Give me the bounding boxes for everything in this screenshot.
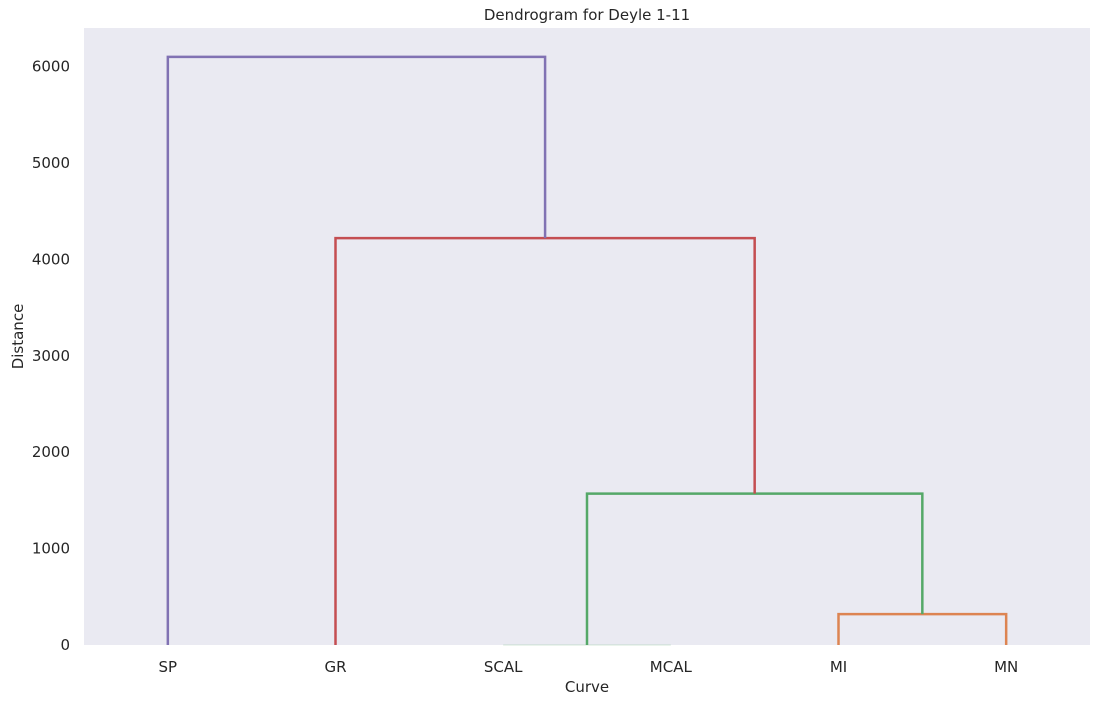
x-tick-label: MCAL bbox=[650, 658, 693, 676]
x-tick-label: SCAL bbox=[484, 658, 523, 676]
x-tick-label: SP bbox=[159, 658, 178, 676]
y-tick-label: 0 bbox=[60, 636, 70, 654]
dendrogram-links bbox=[166, 55, 1008, 646]
x-tick-label: MI bbox=[830, 658, 847, 676]
x-tick-label: GR bbox=[324, 658, 346, 676]
y-tick-label: 1000 bbox=[32, 540, 70, 558]
y-tick-label: 6000 bbox=[32, 58, 70, 76]
y-tick-label: 4000 bbox=[32, 250, 70, 268]
y-tick-label: 2000 bbox=[32, 443, 70, 461]
dendrogram-link-gr-scal-mcal-mi-mn bbox=[334, 236, 756, 645]
x-tick-label: MN bbox=[994, 658, 1018, 676]
x-axis-label: Curve bbox=[565, 678, 609, 696]
y-tick-label: 5000 bbox=[32, 154, 70, 172]
y-axis-label: Distance bbox=[9, 304, 27, 370]
chart-title: Dendrogram for Deyle 1-11 bbox=[484, 6, 690, 24]
y-tick-label: 3000 bbox=[32, 347, 70, 365]
y-axis-ticks: 0 1000 2000 3000 4000 5000 6000 bbox=[32, 58, 70, 654]
dendrogram-link-sp-gr-scal-mcal-mi-mn bbox=[166, 55, 547, 645]
x-axis-ticks: SP GR SCAL MCAL MI MN bbox=[159, 658, 1019, 676]
